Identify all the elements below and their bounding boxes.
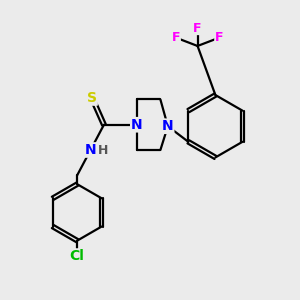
Text: N: N [131, 118, 142, 132]
Text: F: F [215, 31, 223, 44]
Text: N: N [85, 143, 96, 157]
Text: F: F [193, 22, 202, 34]
Text: H: H [98, 143, 108, 157]
Text: F: F [172, 31, 180, 44]
Text: N: N [162, 119, 174, 133]
Text: Cl: Cl [70, 249, 85, 263]
Text: S: S [87, 91, 97, 105]
